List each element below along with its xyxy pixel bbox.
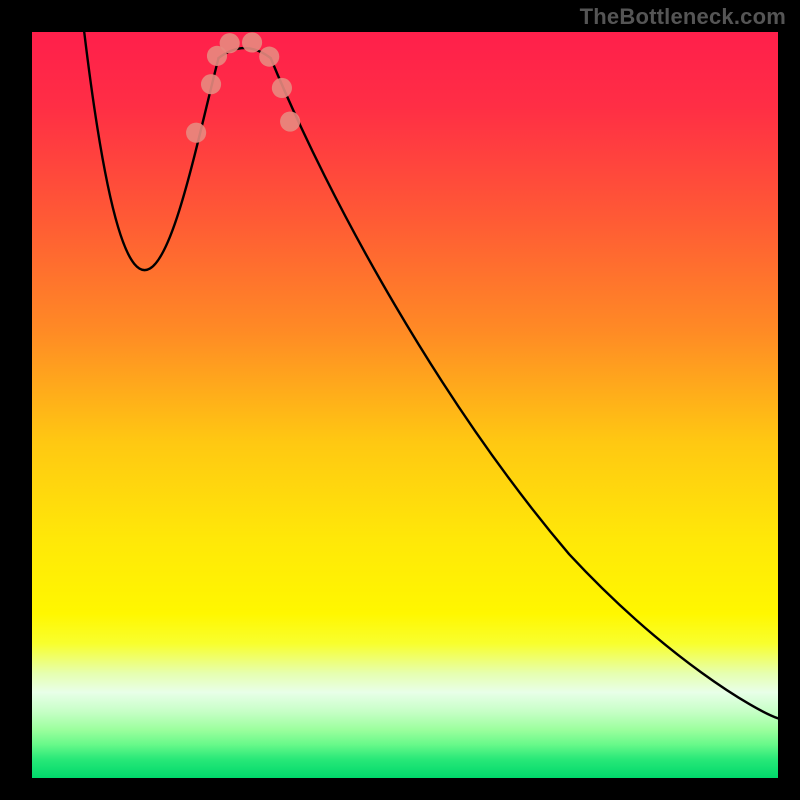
data-marker [259,47,279,67]
data-marker [201,74,221,94]
curve-right [271,58,778,718]
data-marker [280,111,300,131]
data-marker [242,32,262,52]
chart-root: TheBottleneck.com [0,0,800,800]
data-marker [220,33,240,53]
curve-left [84,32,218,270]
data-marker [272,78,292,98]
bottleneck-plot [32,32,778,778]
plot-curves-layer [32,32,778,778]
watermark-text: TheBottleneck.com [580,4,786,30]
data-marker [186,123,206,143]
